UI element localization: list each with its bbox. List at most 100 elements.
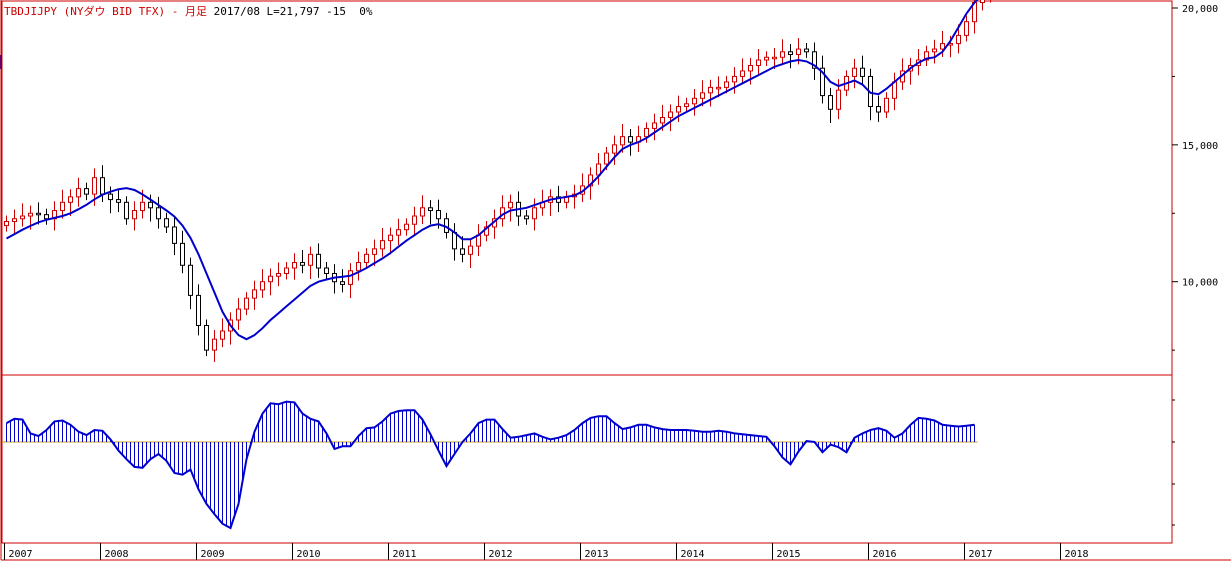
candle-body	[60, 201, 65, 212]
candle-body	[676, 106, 681, 113]
candle-body	[356, 262, 361, 272]
candle-body	[588, 174, 593, 187]
candle-body	[724, 81, 729, 88]
chart-title: TBDJIJPY (NYダウ BID TFX) - 月足	[4, 5, 207, 18]
candle-body	[252, 289, 257, 299]
candle-body	[36, 212, 41, 216]
candle-body	[44, 214, 49, 220]
candle-body	[956, 34, 961, 45]
oscillator-line	[6, 400, 975, 530]
candle-body	[116, 199, 121, 203]
candle-body	[284, 267, 289, 274]
candle-body	[604, 152, 609, 165]
candle-body	[100, 177, 105, 195]
candle-body	[404, 223, 409, 231]
candle-body	[940, 43, 945, 50]
candle-body	[884, 97, 889, 113]
candle-body	[84, 188, 89, 195]
candle-body	[508, 201, 513, 209]
candle-body	[668, 111, 673, 118]
oscillator-panel-frame	[1, 374, 1173, 544]
candle-body	[628, 136, 633, 143]
candle-body	[436, 210, 441, 220]
y-tick-label: 20,000	[1182, 4, 1218, 15]
candle-body	[108, 193, 113, 201]
x-tick-label: 2016	[873, 549, 897, 560]
candle-body	[12, 218, 17, 222]
candle-body	[396, 229, 401, 236]
x-tick-label: 2013	[585, 549, 609, 560]
x-tick-label: 2017	[969, 549, 993, 560]
candle-body	[812, 51, 817, 69]
candle-body	[820, 67, 825, 97]
candle-body	[180, 242, 185, 266]
candle-body	[532, 207, 537, 220]
candle-body	[268, 275, 273, 283]
candle-body	[652, 122, 657, 129]
candle-body	[260, 281, 265, 291]
candle-body	[980, 0, 985, 4]
candle-body	[828, 95, 833, 110]
candle-body	[148, 201, 153, 209]
candle-body	[220, 330, 225, 340]
candle-body	[804, 48, 809, 53]
candle-body	[340, 281, 345, 285]
candle-body	[292, 262, 297, 269]
candle-body	[716, 86, 721, 90]
candle-body	[388, 234, 393, 242]
candle-body	[460, 248, 465, 255]
candle-body	[412, 215, 417, 225]
candle-body	[748, 64, 753, 72]
candle-body	[188, 264, 193, 296]
candle-body	[308, 253, 313, 266]
candle-body	[780, 51, 785, 58]
candle-body	[28, 212, 33, 217]
candle-body	[196, 294, 201, 326]
candle-body	[756, 59, 761, 66]
candle-body	[708, 86, 713, 94]
y-tick-label: 10,000	[1182, 278, 1218, 289]
candle-body	[644, 127, 649, 138]
candle-body	[620, 136, 625, 146]
candle-body	[164, 218, 169, 228]
candle-body	[324, 267, 329, 274]
candle-body	[852, 67, 857, 77]
candle-body	[860, 67, 865, 77]
candle-body	[20, 215, 25, 220]
candle-body	[924, 51, 929, 61]
candle-body	[420, 207, 425, 217]
candle-body	[876, 106, 881, 113]
candle-body	[612, 144, 617, 154]
candle-body	[428, 207, 433, 212]
candle-body	[204, 324, 209, 351]
candle-body	[964, 21, 969, 36]
candle-body	[556, 196, 561, 203]
candle-body	[140, 201, 145, 212]
candle-body	[92, 177, 97, 195]
candle-body	[276, 272, 281, 277]
x-tick-label: 2011	[393, 549, 417, 560]
y-tick-label: 15,000	[1182, 141, 1218, 152]
candle-body	[796, 48, 801, 56]
candle-body	[372, 248, 377, 255]
candle-body	[732, 75, 737, 83]
candle-body	[380, 240, 385, 250]
candle-body	[348, 270, 353, 285]
candle-body	[132, 210, 137, 220]
x-tick-label: 2018	[1065, 549, 1089, 560]
candle-body	[212, 338, 217, 351]
candle-body	[124, 201, 129, 220]
candle-body	[300, 262, 305, 266]
candle-body	[772, 56, 777, 60]
candle-body	[4, 220, 9, 227]
candle-body	[660, 116, 665, 124]
candle-body	[364, 253, 369, 264]
candle-body	[788, 51, 793, 56]
candle-body	[468, 245, 473, 255]
candle-body	[684, 103, 689, 108]
candle-body	[316, 253, 321, 269]
candle-body	[236, 308, 241, 321]
candle-body	[68, 196, 73, 203]
